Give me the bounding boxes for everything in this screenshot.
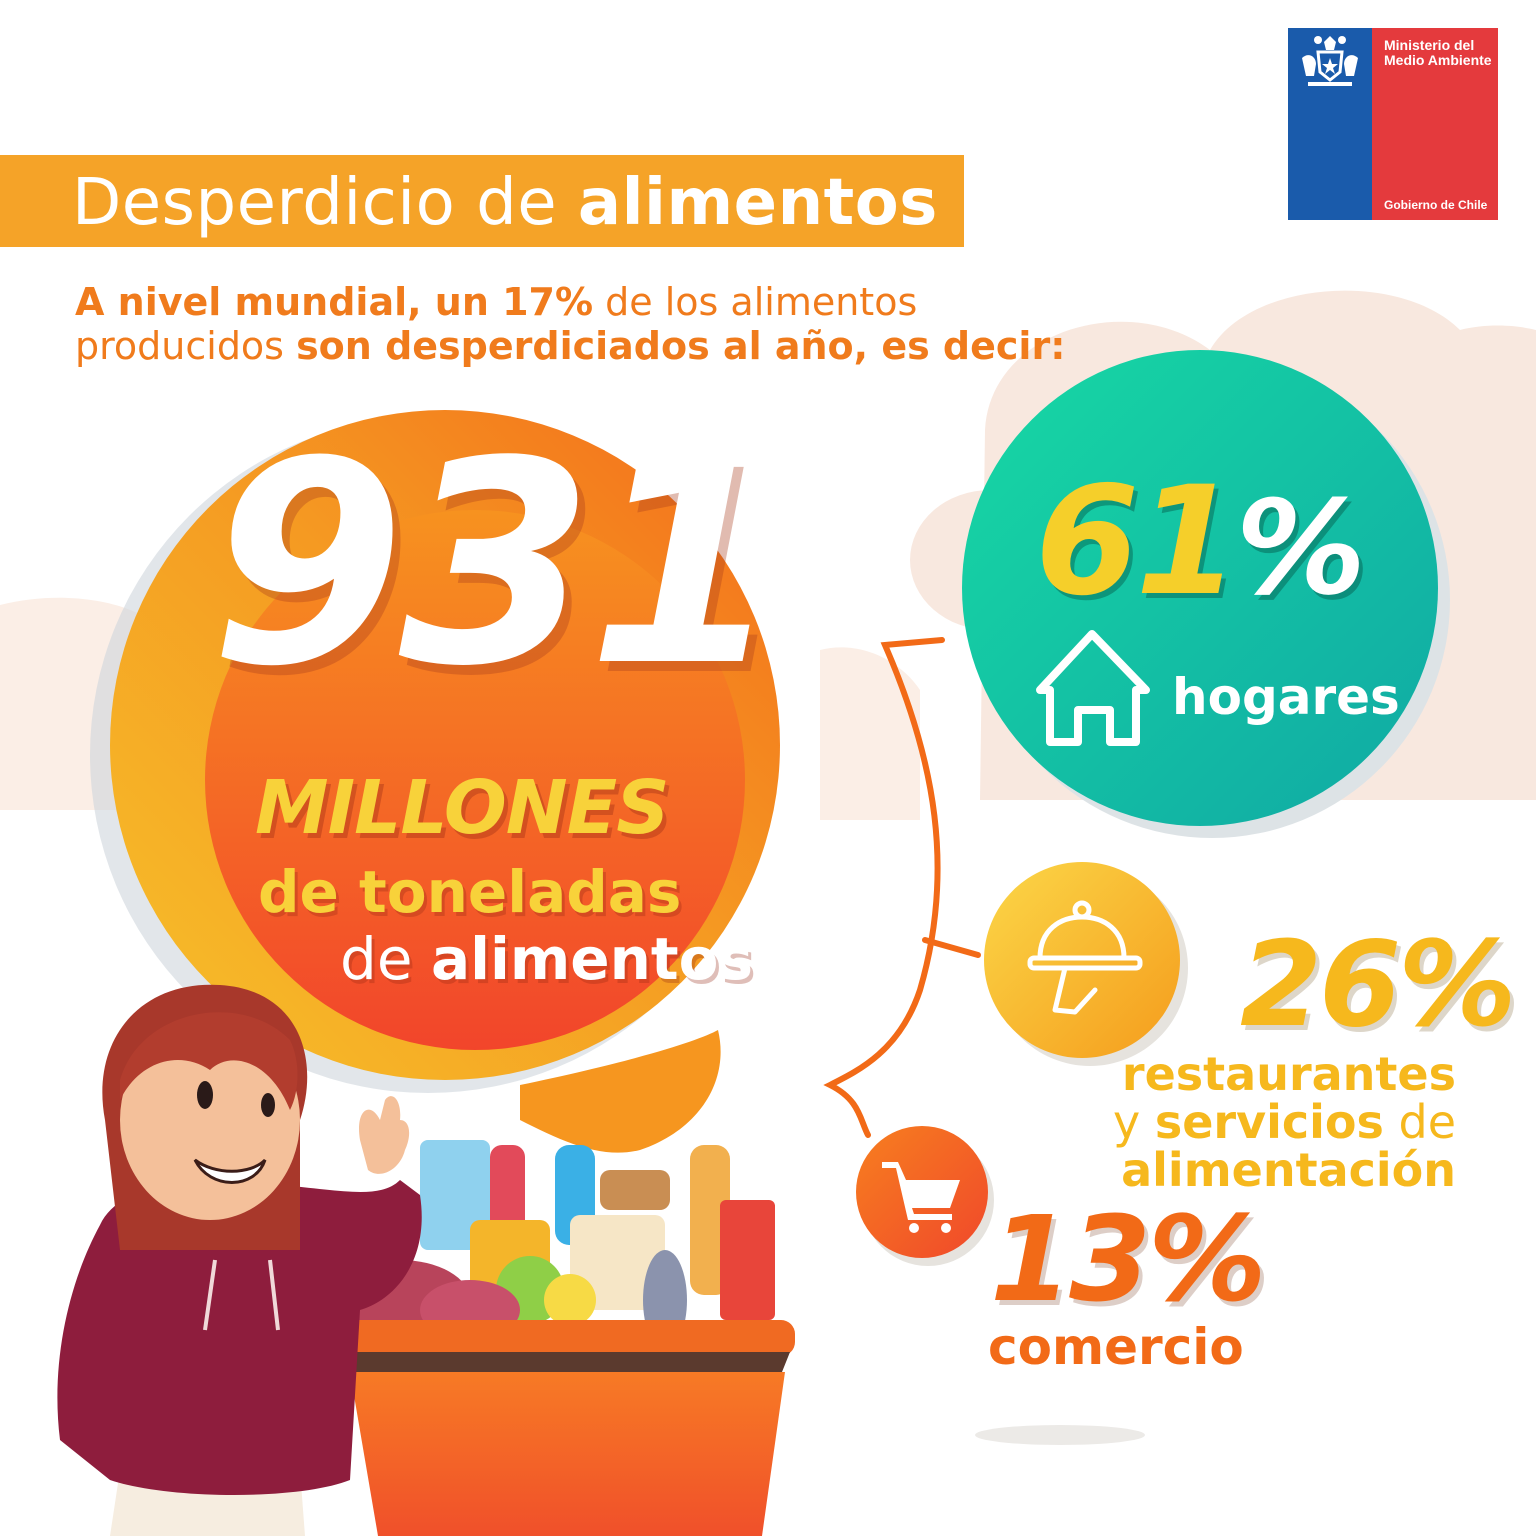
stat-hogares-label: hogares: [1172, 668, 1400, 726]
stat-restaurantes-line-2: y servicios de: [1113, 1098, 1456, 1146]
stat-restaurantes-line-3: alimentación: [1121, 1146, 1456, 1194]
subtitle-bold-2: son desperdiciados al año, es decir:: [296, 324, 1066, 368]
stat-hogares-sign: %: [1235, 472, 1366, 624]
coat-of-arms-icon: [1302, 36, 1358, 86]
subtitle-line-1: A nivel mundial, un 17% de los alimentos: [75, 280, 917, 324]
title-banner: [0, 155, 964, 247]
serving-cloche-icon: [1027, 900, 1143, 1015]
character-hoodie: [57, 1178, 422, 1495]
logo-ministry-text: Ministerio del Medio Ambiente: [1384, 37, 1492, 68]
character-illustration: [57, 984, 422, 1536]
title-highlight: alimentos: [577, 166, 938, 240]
logo-government-text: Gobierno de Chile: [1384, 198, 1488, 212]
main-stat-line-3-plain: de: [340, 925, 431, 993]
stat-comercio-percent: 13%: [990, 1190, 1266, 1328]
gobierno-chile-logo: Ministerio del Medio Ambiente Gobierno d…: [1288, 28, 1498, 220]
subtitle-bold-1: A nivel mundial, un 17%: [75, 280, 594, 324]
character-eye-left: [197, 1081, 213, 1109]
main-stat-line-3: de alimentos: [340, 925, 753, 993]
house-icon: [1036, 630, 1150, 746]
stat-hogares-percent: 61%: [1035, 455, 1366, 629]
character-hood-strings: [203, 1259, 280, 1331]
stat-restaurantes-label-2a: y: [1112, 1095, 1155, 1149]
main-stat-line-3-bold: alimentos: [430, 925, 753, 993]
logo-blue-panel: [1288, 28, 1372, 220]
character-hand: [359, 1096, 410, 1174]
stat-restaurantes-label-2b: servicios: [1154, 1095, 1384, 1149]
bracket-tick: [922, 937, 981, 958]
title-prefix: Desperdicio de: [72, 166, 558, 240]
big-circle-inner: [205, 510, 745, 1050]
stat-restaurantes-label-1: restaurantes: [1121, 1047, 1456, 1101]
character-hair-front: [120, 1012, 298, 1110]
main-stat-unit: MILLONES: [255, 765, 670, 851]
character-mouth: [193, 1158, 267, 1184]
character-eye-right: [261, 1093, 275, 1117]
ground-shadow: [975, 1425, 1145, 1445]
page-title: Desperdicio de alimentos: [72, 166, 938, 240]
bracket-line: [823, 637, 945, 1138]
stat-restaurantes-label-2c: de: [1383, 1095, 1456, 1149]
basket-inner: [345, 1352, 790, 1372]
basket-rim: [340, 1320, 795, 1356]
main-stat-number: 931: [210, 402, 782, 728]
basket-swoop: [520, 1030, 721, 1153]
stat-restaurantes-line-1: restaurantes: [1122, 1050, 1456, 1098]
stat-hogares-number: 61: [1035, 455, 1240, 629]
logo-red-panel: [1372, 28, 1498, 220]
stat-restaurantes-percent: 26%: [1240, 915, 1516, 1053]
subtitle-plain-2: producidos: [75, 324, 297, 368]
basket-body: [350, 1372, 785, 1536]
subtitle-rest-1: de los alimentos: [593, 280, 918, 324]
shopping-cart-icon: [882, 1162, 960, 1233]
grocery-basket: [330, 1030, 795, 1536]
stat-comercio-label: comercio: [988, 1318, 1244, 1376]
main-stat-line-2: de toneladas: [258, 858, 682, 926]
subtitle-line-2: producidos son desperdiciados al año, es…: [75, 324, 1065, 368]
stat-restaurantes-label-3: alimentación: [1121, 1143, 1456, 1197]
